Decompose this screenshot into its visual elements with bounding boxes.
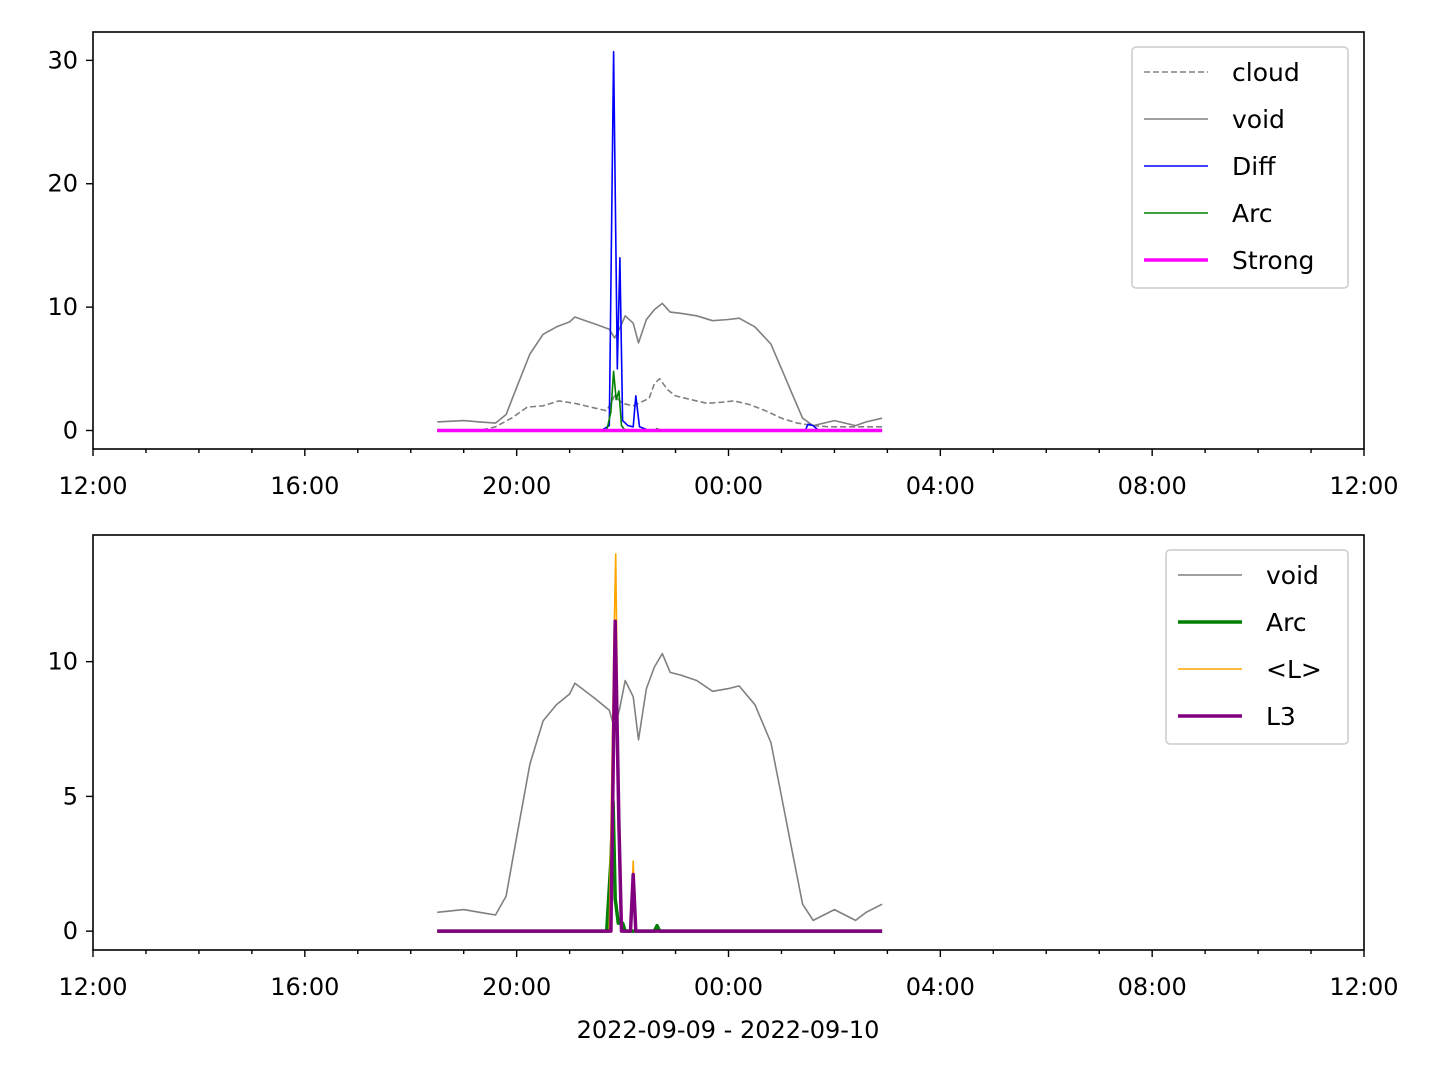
legend-label-strong: Strong (1232, 246, 1314, 275)
y-tick-label: 5 (63, 782, 78, 810)
x-tick-label: 04:00 (906, 472, 975, 500)
x-tick-label: 12:00 (1329, 973, 1398, 1001)
x-tick-label: 04:00 (906, 973, 975, 1001)
x-tick-label: 00:00 (694, 973, 763, 1001)
x-tick-label: 08:00 (1118, 472, 1187, 500)
legend-label-arc: Arc (1266, 608, 1307, 637)
legend-label-diff: Diff (1232, 152, 1276, 181)
bottom-plot: 12:00 16:00 20:00 00:00 04:00 08:00 12:000510 … (47, 534, 1399, 1001)
x-tick-label: 12:00 (1329, 472, 1398, 500)
bottom-plot-legend: void Arc <L> L3 (1165, 549, 1349, 745)
legend-label-void: void (1266, 561, 1319, 590)
series-line-void (437, 302, 883, 427)
series-line-diff (437, 50, 883, 432)
y-tick-label: 20 (47, 170, 78, 198)
x-tick-label: 20:00 (482, 472, 551, 500)
x-tick-label: 20:00 (482, 973, 551, 1001)
series-line-void (437, 652, 883, 922)
y-tick-label: 0 (63, 416, 78, 444)
legend-label-cloud: cloud (1232, 58, 1300, 87)
x-tick-label: 08:00 (1118, 973, 1187, 1001)
x-axis-label: 2022-09-09 - 2022-09-10 (577, 1016, 880, 1044)
series-line-cloud (437, 377, 883, 432)
series-line-l3 (437, 619, 883, 933)
x-tick-label: 16:00 (270, 973, 339, 1001)
top-plot-legend: cloud void Diff Arc Strong (1131, 46, 1349, 289)
y-tick-label: 10 (47, 293, 78, 321)
legend-box (1165, 549, 1349, 745)
x-tick-label: 16:00 (270, 472, 339, 500)
top-plot-series (437, 50, 883, 433)
bottom-plot-ticks: 12:00 16:00 20:00 00:00 04:00 08:00 12:00 0 5 10 (47, 648, 1398, 1001)
x-tick-label: 00:00 (694, 472, 763, 500)
top-plot: 12:00 16:00 20:00 00:00 04:00 08:00 12:00 0 10 20… (47, 31, 1399, 500)
legend-label-arc: Arc (1232, 199, 1273, 228)
y-tick-label: 0 (63, 917, 78, 945)
x-tick-label: 12:00 (58, 973, 127, 1001)
x-tick-label: 12:00 (58, 472, 127, 500)
top-plot-ticks: 12:00 16:00 20:00 00:00 04:00 08:00 12:00 0 10 20… (47, 46, 1398, 500)
legend-box (1131, 46, 1349, 289)
legend-label-l: <L> (1266, 655, 1322, 684)
y-tick-label: 10 (47, 648, 78, 676)
legend-label-l3: L3 (1266, 702, 1296, 731)
bottom-plot-series (437, 553, 883, 933)
legend-label-void: void (1232, 105, 1285, 134)
y-tick-label: 30 (47, 46, 78, 74)
